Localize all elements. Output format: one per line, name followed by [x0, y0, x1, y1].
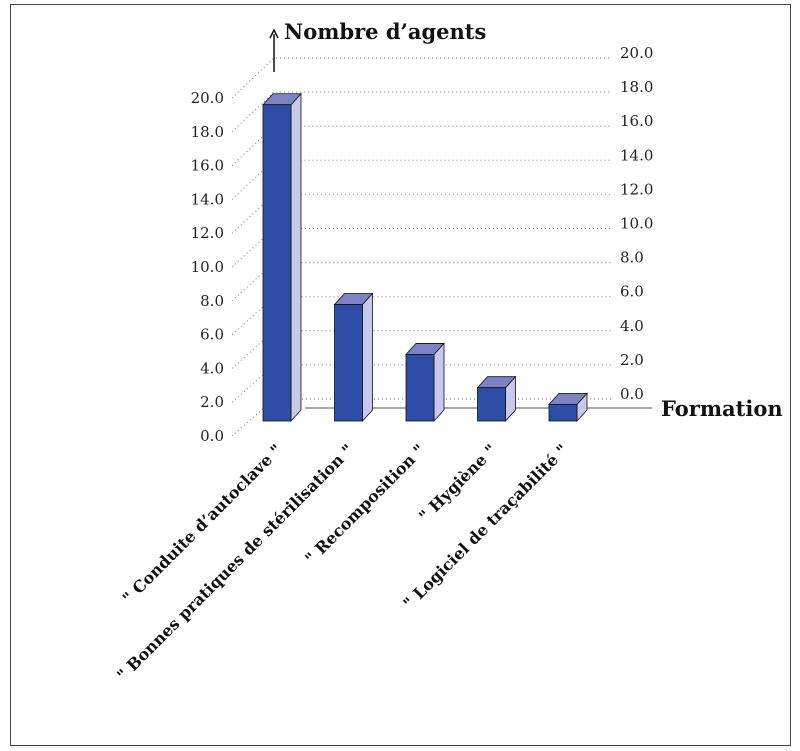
- right-tick-label: 4.0: [620, 317, 644, 335]
- left-tick-label: 12.0: [191, 224, 224, 242]
- left-tick-label: 18.0: [191, 123, 224, 141]
- right-tick-label: 2.0: [620, 351, 644, 369]
- left-tick-label: 20.0: [191, 89, 224, 107]
- right-tick-label: 18.0: [620, 78, 653, 96]
- right-tick-label: 0.0: [620, 385, 644, 403]
- x-axis-title: Formation: [661, 396, 783, 421]
- bar-side: [362, 292, 373, 423]
- right-tick-label: 14.0: [620, 146, 653, 164]
- bar: [548, 392, 588, 423]
- left-tick-label: 6.0: [200, 326, 224, 344]
- left-tick-label: 2.0: [200, 393, 224, 411]
- left-tick-label: 14.0: [191, 190, 224, 208]
- bar-front: [477, 387, 506, 422]
- bars: [262, 92, 588, 423]
- y-axis-arrow-icon: [269, 28, 279, 39]
- right-tick-label: 10.0: [620, 215, 653, 233]
- bar-front: [334, 304, 363, 422]
- bar-front: [262, 104, 292, 422]
- left-tick-label: 4.0: [200, 359, 224, 377]
- bar: [262, 92, 302, 423]
- left-tick-label: 8.0: [200, 292, 224, 310]
- right-tick-labels: 0.0 2.0 4.0 6.0 8.0 10.0 12.0 14.0 16.0 18.0 20.0: [620, 44, 653, 403]
- left-tick-label: 10.0: [191, 258, 224, 276]
- bar: [476, 375, 517, 423]
- bar-side: [290, 92, 302, 423]
- chart-frame: [10, 4, 791, 746]
- bar-front: [548, 403, 578, 422]
- y-axis-title: Nombre d’agents: [284, 19, 486, 44]
- right-tick-label: 8.0: [620, 249, 644, 267]
- bar: [405, 342, 445, 423]
- right-tick-label: 16.0: [620, 112, 653, 130]
- bar-front: [405, 354, 435, 422]
- left-tick-label: 16.0: [191, 157, 224, 175]
- left-tick-labels: 0.0 2.0 4.0 6.0 8.0 10.0 12.0 14.0 16.0 18.0 20.0: [191, 89, 224, 445]
- left-tick-label: 0.0: [200, 427, 224, 445]
- right-tick-label: 20.0: [620, 44, 653, 62]
- right-tick-label: 6.0: [620, 283, 644, 301]
- bar-side: [433, 342, 445, 423]
- bar: [333, 292, 374, 423]
- right-tick-label: 12.0: [620, 180, 653, 198]
- category-label: " Recomposition ": [301, 440, 429, 568]
- category-labels: " Conduite d’autoclave "" Bonnes pratiqu…: [113, 440, 572, 684]
